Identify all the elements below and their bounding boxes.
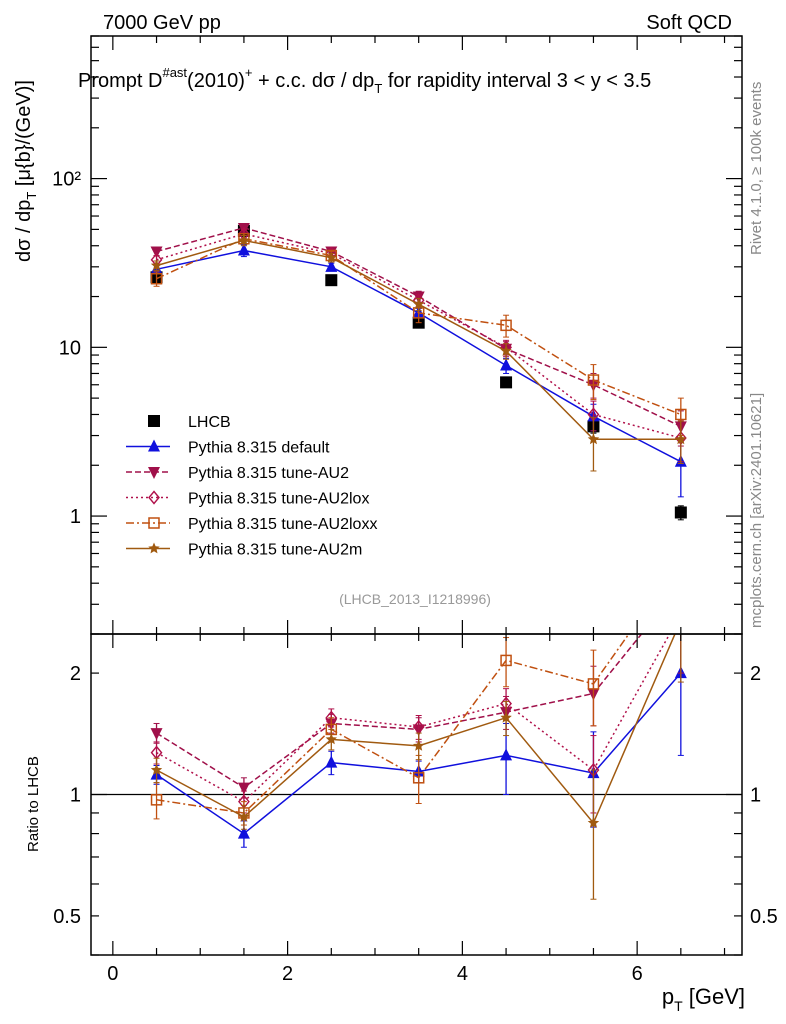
point-AU2: [237, 782, 250, 795]
y-tick-label: 2: [70, 663, 81, 685]
y-tick-label: 1: [70, 785, 81, 807]
main-plot-panel: 1 10 10²: [52, 35, 743, 635]
point-LHCB: [325, 274, 338, 287]
point-AU2: [150, 728, 163, 741]
point-AU2m: [587, 817, 600, 828]
legend-marker: [148, 490, 160, 505]
legend-item-default: Pythia 8.315 default: [126, 439, 330, 457]
legend-item-AU2: Pythia 8.315 tune-AU2: [126, 465, 349, 482]
point-AU2m: [150, 764, 163, 775]
point-default: [237, 826, 250, 839]
series-line-AU2lox: [156, 233, 681, 439]
point-AU2m: [238, 234, 250, 246]
header-right: Soft QCD: [646, 12, 732, 34]
point-default: [237, 243, 250, 256]
point-AU2m: [150, 259, 163, 271]
legend-label: Pythia 8.315 tune-AU2lox: [188, 491, 369, 508]
y-tick-label-right: 2: [750, 663, 761, 685]
point-AU2m: [675, 615, 686, 626]
point-AU2m: [238, 810, 250, 822]
legend: LHCB Pythia 8.315 default Pythia 8.315 tun…: [126, 414, 377, 559]
legend-item-AU2loxx: Pythia 8.315 tune-AU2loxx: [126, 516, 377, 533]
point-AU2loxx: [676, 556, 686, 566]
y-tick-label: 10: [59, 337, 81, 359]
legend-item-AU2lox: Pythia 8.315 tune-AU2lox: [126, 490, 369, 508]
legend-item-LHCB: LHCB: [148, 414, 231, 431]
point-AU2loxx: [412, 772, 425, 784]
series-line-default: [156, 249, 682, 463]
y-tick-label: 0.5: [53, 906, 81, 928]
ratio-plot-panel: 0 2 4 6 0.5 1 2 0.5 1 2: [53, 556, 778, 985]
series-AU2lox: [150, 226, 687, 463]
x-tick-label: 6: [632, 963, 643, 985]
header-left: 7000 GeV pp: [103, 12, 221, 34]
series-line-AU2loxx: [156, 634, 630, 814]
legend-marker: [148, 542, 160, 554]
x-tick-label: 0: [107, 963, 118, 985]
series-AU2loxx: [150, 556, 686, 826]
point-default: [325, 259, 338, 272]
legend-label: Pythia 8.315 tune-AU2: [188, 465, 349, 482]
point-default: [500, 358, 513, 371]
series-AU2m: [150, 234, 687, 472]
point-AU2m: [587, 433, 600, 445]
analysis-id: (LHCB_2013_I1218996): [339, 591, 491, 607]
legend-label: Pythia 8.315 tune-AU2m: [188, 542, 362, 559]
point-AU2loxx: [150, 794, 163, 806]
point-AU2m: [413, 298, 425, 310]
point-AU2: [675, 580, 687, 592]
point-AU2m: [675, 433, 687, 445]
x-tick-label: 4: [457, 963, 468, 985]
plot-title: Prompt D#ast(2010)+ + c.c. dσ / dpT for …: [78, 65, 651, 96]
point-default: [500, 748, 513, 761]
legend-marker: [148, 517, 160, 529]
legend-label: LHCB: [188, 414, 231, 431]
series-AU2: [150, 222, 687, 447]
point-AU2loxx: [587, 374, 600, 386]
point-AU2m: [500, 711, 512, 723]
legend-item-AU2m: Pythia 8.315 tune-AU2m: [126, 542, 362, 559]
rivet-label: Rivet 4.1.0, ≥ 100k events: [748, 82, 765, 255]
legend-label: Pythia 8.315 default: [188, 440, 330, 457]
y-tick-label: 10²: [52, 169, 81, 191]
point-AU2loxx: [587, 678, 600, 690]
point-AU2m: [500, 345, 512, 356]
point-default: [325, 755, 338, 768]
series-AU2loxx: [150, 233, 687, 437]
point-AU2loxx: [675, 408, 687, 421]
y-tick-label-right: 0.5: [750, 906, 778, 928]
point-LHCB: [500, 376, 513, 389]
series-area: [150, 222, 687, 521]
point-AU2lox: [676, 608, 686, 620]
point-AU2m: [413, 739, 425, 751]
legend-label: Pythia 8.315 tune-AU2loxx: [188, 516, 377, 533]
legend-marker: [148, 467, 160, 479]
series-line-AU2m: [156, 239, 681, 441]
point-AU2m: [325, 251, 337, 263]
mcplots-label: mcplots.cern.ch [arXiv:2401.10621]: [748, 393, 765, 628]
y-tick-label: 1: [70, 506, 81, 528]
point-AU2loxx: [500, 654, 512, 667]
x-tick-label: 2: [282, 963, 293, 985]
y-axis-label-ratio: Ratio to LHCB: [25, 756, 42, 852]
series-area: [150, 556, 687, 900]
legend-marker: [148, 415, 160, 427]
point-AU2: [150, 246, 163, 259]
point-AU2loxx: [500, 319, 512, 332]
y-axis-label-main: dσ / dpT [μ{b}/(GeV)]: [13, 80, 39, 262]
point-AU2m: [325, 733, 337, 745]
point-LHCB: [674, 506, 687, 519]
x-axis-label: pT [GeV]: [662, 984, 745, 1014]
point-AU2loxx: [150, 272, 163, 285]
series-default: [150, 243, 687, 498]
legend-marker: [148, 439, 160, 452]
series-AU2m: [150, 615, 686, 900]
y-tick-label-right: 1: [750, 785, 761, 807]
